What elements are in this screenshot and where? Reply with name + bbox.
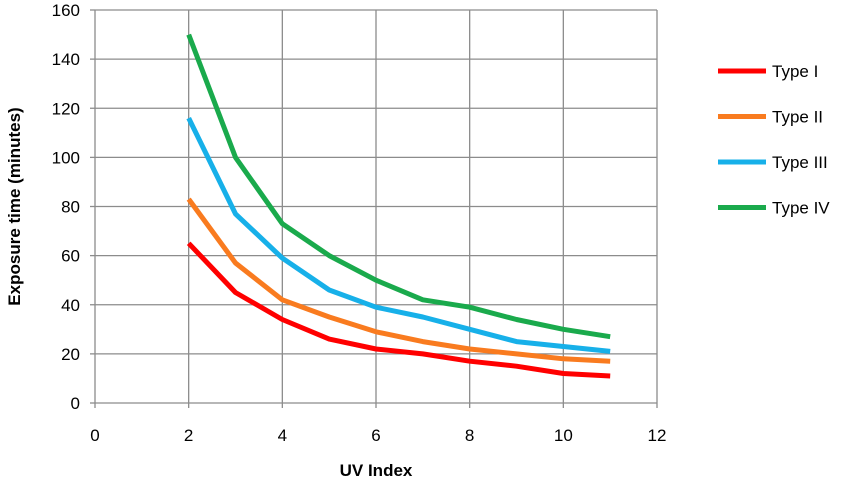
x-tick-label: 12 [648,426,667,445]
series-lines [186,33,611,379]
x-tick-label: 2 [184,426,193,445]
legend-label: Type III [772,153,828,172]
gridlines [94,9,658,404]
y-tick-label: 20 [61,345,80,364]
series-line-type-iv [186,33,611,340]
y-tick-label: 40 [61,296,80,315]
y-tick-label: 140 [52,50,80,69]
legend: Type I Type II Type III Type IV [718,62,830,218]
legend-item: Type II [718,108,823,127]
y-tick-label: 120 [52,99,80,118]
y-tick-label: 100 [52,148,80,167]
legend-item: Type III [718,153,828,172]
x-tick-label: 6 [371,426,380,445]
x-tick-label: 10 [554,426,573,445]
x-tick-label: 8 [465,426,474,445]
x-axis-title: UV Index [340,461,413,480]
legend-label: Type I [772,62,818,81]
legend-item: Type IV [718,199,830,218]
legend-label: Type II [772,108,823,127]
y-tick-label: 80 [61,198,80,217]
y-tick-label: 160 [52,1,80,20]
series-line-type-i [186,241,611,379]
legend-label: Type IV [772,199,830,218]
y-tick-label: 60 [61,247,80,266]
x-tick-label: 0 [90,426,99,445]
series-line-type-ii [186,197,611,364]
y-tick-label: 0 [71,394,80,413]
legend-item: Type I [718,62,818,81]
axes: 0 20 40 60 80 100 120 140 160 0 2 4 6 8 10 12 [52,1,667,445]
x-tick-label: 4 [278,426,287,445]
series-line-type-iii [186,117,611,354]
y-axis-title: Exposure time (minutes) [5,107,24,305]
